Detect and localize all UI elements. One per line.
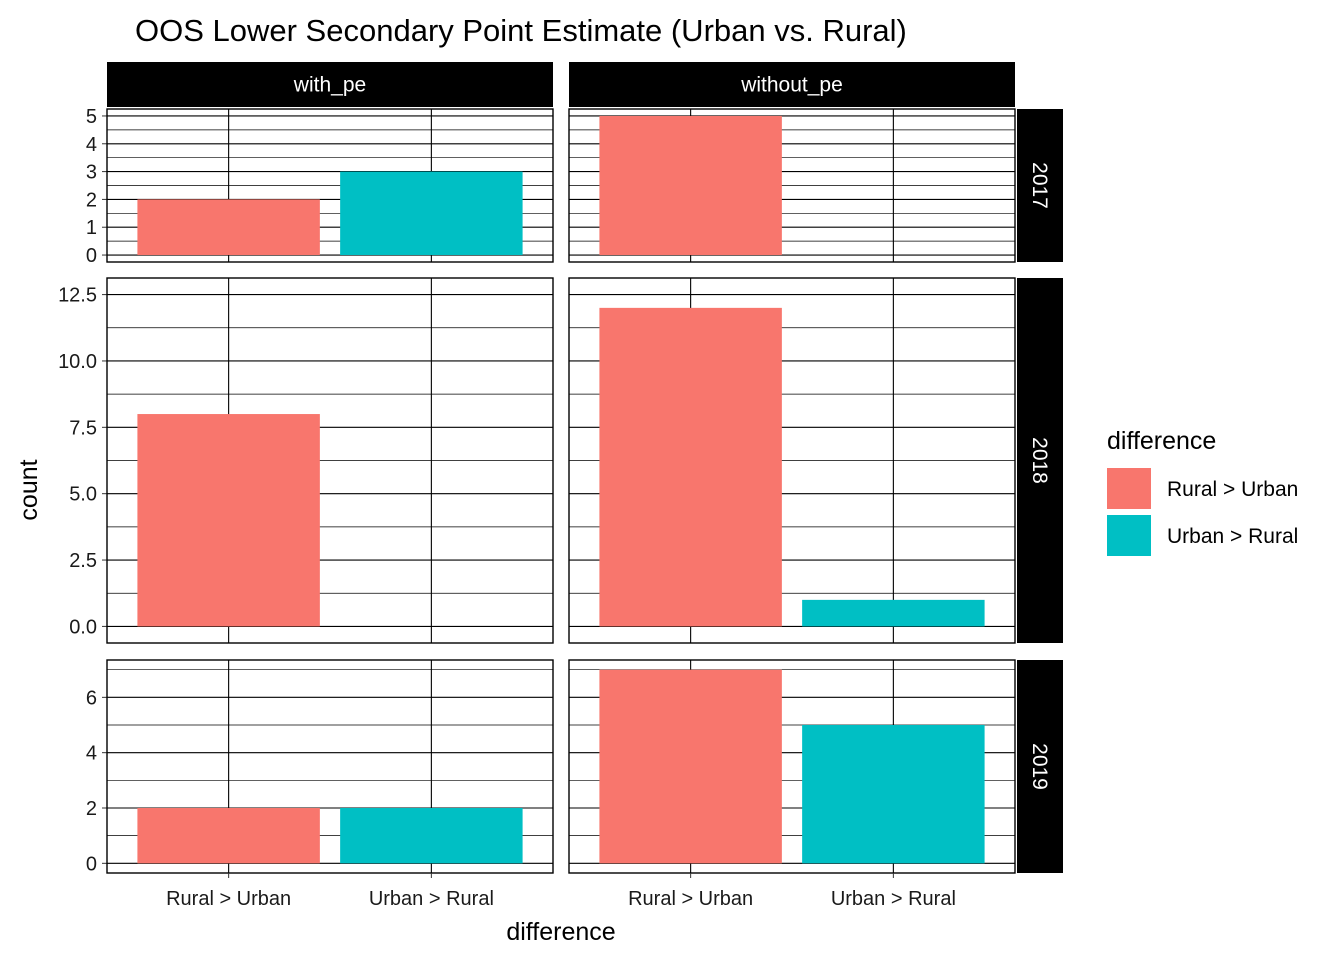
facet-strip-with_pe	[107, 62, 553, 107]
y-tick-label: 0.0	[69, 616, 97, 638]
y-tick-label: 10.0	[58, 351, 97, 373]
panel-border	[568, 108, 1016, 263]
bar-rural-gt-urban	[599, 115, 782, 256]
y-tick-label: 0	[86, 853, 97, 875]
bar-rural-gt-urban	[599, 669, 782, 864]
y-tick-label: 4	[86, 134, 97, 156]
legend-title: difference	[1107, 427, 1216, 455]
bar-urban-gt-rural	[802, 725, 985, 864]
y-tick-label: 2	[86, 798, 97, 820]
bar-rural-gt-urban	[137, 414, 320, 627]
panel-border	[106, 659, 554, 874]
x-tick-label: Rural > Urban	[166, 888, 291, 910]
facet-strip-without_pe	[569, 62, 1015, 107]
x-tick-label: Urban > Rural	[369, 888, 494, 910]
facet-strip-label: without_pe	[740, 74, 843, 97]
panel-2019-with_pe	[106, 659, 554, 874]
y-tick-label: 5	[86, 106, 97, 128]
y-tick-label: 3	[86, 162, 97, 184]
legend: difference Rural > Urban Urban > Rural	[1107, 427, 1298, 556]
facet-strip-2017	[1017, 109, 1063, 262]
legend-label: Urban > Rural	[1167, 525, 1298, 548]
facet-strip-label: 2017	[1028, 162, 1051, 209]
facet-strip-2019	[1017, 660, 1063, 873]
bar-rural-gt-urban	[137, 199, 320, 256]
bar-urban-gt-rural	[340, 807, 523, 864]
panel-border	[568, 659, 1016, 874]
x-tick-label: Rural > Urban	[628, 888, 753, 910]
y-tick-label: 6	[86, 687, 97, 709]
panel-border	[106, 108, 554, 263]
legend-key-urban-gt-rural	[1107, 515, 1151, 556]
panel-2018-without_pe	[568, 277, 1016, 644]
bar-rural-gt-urban	[137, 807, 320, 864]
legend-key-rural-gt-urban	[1107, 468, 1151, 509]
panel-2017-with_pe	[106, 108, 554, 263]
y-tick-label: 4	[86, 743, 97, 765]
bar-rural-gt-urban	[599, 307, 782, 627]
legend-label: Rural > Urban	[1167, 478, 1298, 501]
panel-2017-without_pe	[568, 108, 1016, 263]
chart-title: OOS Lower Secondary Point Estimate (Urba…	[135, 13, 907, 48]
facet-strip-label: with_pe	[293, 74, 366, 97]
panel-border	[106, 277, 554, 644]
y-tick-label: 7.5	[69, 417, 97, 439]
facet-strip-2018	[1017, 278, 1063, 643]
bar-urban-gt-rural	[340, 171, 523, 256]
y-tick-label: 12.5	[58, 285, 97, 307]
y-tick-label: 0	[86, 245, 97, 267]
y-tick-label: 5.0	[69, 484, 97, 506]
facet-panels: with_pe without_pe 2017 0 1 2 3 4 5 2018 0.0 2.5 5.0…	[58, 62, 1063, 910]
x-axis-title: difference	[506, 918, 615, 946]
panel-border	[568, 277, 1016, 644]
panel-2018-with_pe	[106, 277, 554, 644]
bar-urban-gt-rural	[802, 599, 985, 627]
y-axis-title: count	[15, 459, 43, 520]
facet-strip-label: 2019	[1028, 743, 1051, 790]
y-tick-label: 1	[86, 217, 97, 239]
y-tick-label: 2.5	[69, 550, 97, 572]
x-tick-label: Urban > Rural	[831, 888, 956, 910]
facet-strip-label: 2018	[1028, 437, 1051, 484]
panel-2019-without_pe	[568, 659, 1016, 874]
y-tick-label: 2	[86, 189, 97, 211]
